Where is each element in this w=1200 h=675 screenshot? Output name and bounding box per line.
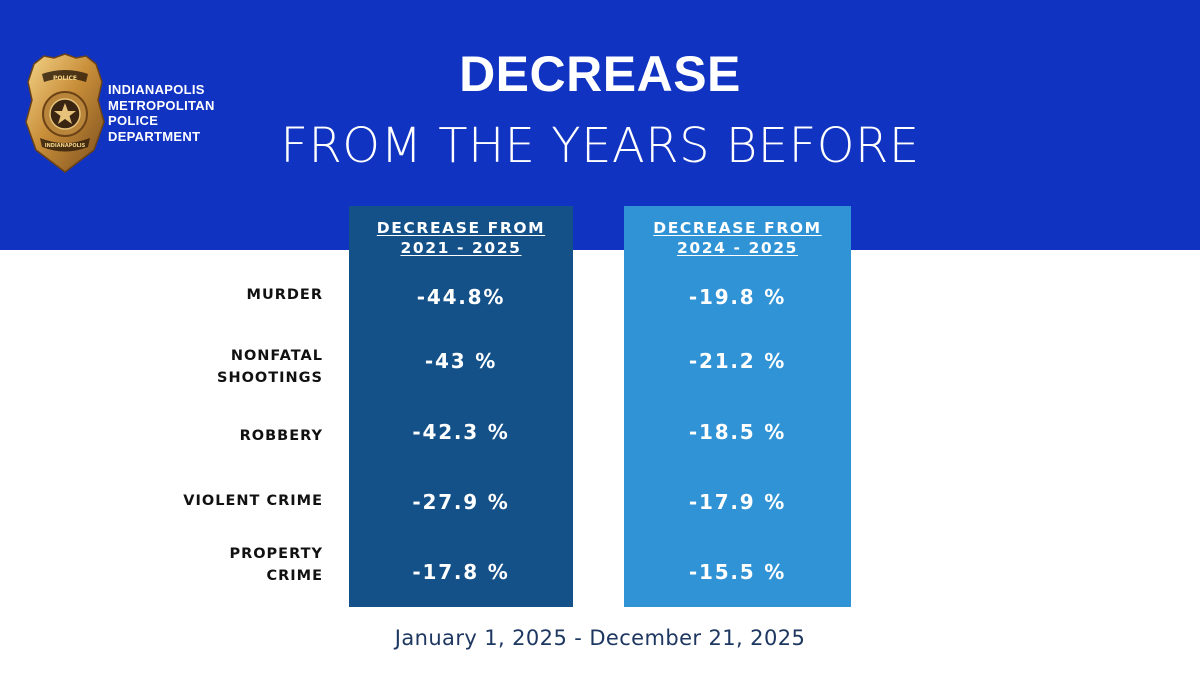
row-label-murder: MURDER <box>247 284 323 306</box>
value-nonfatal-shootings: -43 % <box>424 349 498 373</box>
column-header-line: DECREASE FROM <box>376 219 546 237</box>
page-subtitle: FROM THE YEARS BEFORE <box>280 118 920 174</box>
value-property-crime: -17.8 % <box>412 560 510 584</box>
row-label-line: CRIME <box>266 568 323 584</box>
badge-top-text: POLICE <box>53 75 77 82</box>
value-robbery: -42.3 % <box>412 420 510 444</box>
date-range: January 1, 2025 - December 21, 2025 <box>394 626 806 650</box>
value-nonfatal-shootings: -21.2 % <box>688 349 787 373</box>
row-label-violent-crime: VIOLENT CRIME <box>183 490 323 512</box>
row-label-line: VIOLENT CRIME <box>183 493 323 509</box>
column-header: DECREASE FROM 2024 - 2025 <box>624 218 851 258</box>
column-header: DECREASE FROM 2021 - 2025 <box>349 218 573 258</box>
page-title: DECREASE <box>459 46 741 102</box>
row-label-nonfatal-shootings: NONFATAL SHOOTINGS <box>217 345 323 389</box>
value-violent-crime: -27.9 % <box>412 490 510 514</box>
value-robbery: -18.5 % <box>688 420 787 444</box>
header-banner <box>0 0 1200 250</box>
column-header-line: 2021 - 2025 <box>400 239 522 257</box>
department-line: POLICE <box>108 113 159 128</box>
row-label-line: ROBBERY <box>239 428 323 444</box>
department-line: DEPARTMENT <box>108 128 201 144</box>
value-violent-crime: -17.9 % <box>688 490 787 514</box>
row-label-line: MURDER <box>246 287 323 303</box>
row-label-robbery: ROBBERY <box>240 425 323 447</box>
column-2024-2025: DECREASE FROM 2024 - 2025 -19.8 % -21.2 … <box>624 206 851 607</box>
department-line: INDIANAPOLIS <box>108 82 205 97</box>
row-label-line: PROPERTY <box>229 546 323 562</box>
police-badge-icon: POLICE INDIANAPOLIS <box>25 53 105 173</box>
column-header-line: DECREASE FROM <box>653 219 822 237</box>
row-label-line: SHOOTINGS <box>217 370 323 386</box>
value-murder: -44.8% <box>416 285 506 309</box>
column-header-line: 2024 - 2025 <box>676 239 799 257</box>
department-line: METROPOLITAN <box>108 97 215 113</box>
row-label-property-crime: PROPERTY CRIME <box>229 543 323 587</box>
column-2021-2025: DECREASE FROM 2021 - 2025 -44.8% -43 % -… <box>349 206 573 607</box>
value-property-crime: -15.5 % <box>688 560 787 584</box>
value-murder: -19.8 % <box>688 285 787 309</box>
badge-bottom-text: INDIANAPOLIS <box>45 143 86 149</box>
row-label-line: NONFATAL <box>230 348 323 364</box>
department-name: INDIANAPOLIS METROPOLITAN POLICE DEPARTM… <box>108 82 218 144</box>
